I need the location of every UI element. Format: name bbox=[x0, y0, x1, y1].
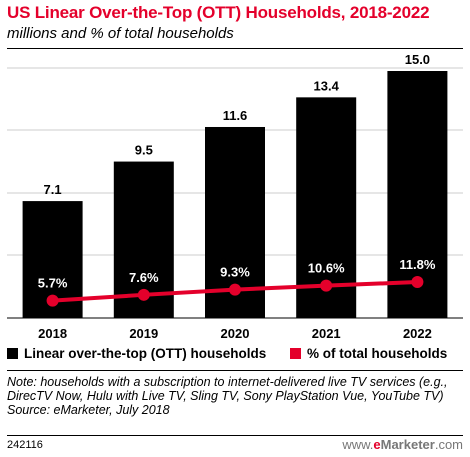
top-divider bbox=[7, 48, 463, 49]
x-tick-label: 2018 bbox=[38, 326, 67, 341]
legend-item-bars: Linear over-the-top (OTT) households bbox=[7, 346, 266, 361]
bar-value-label: 15.0 bbox=[405, 52, 430, 67]
legend-swatch-black bbox=[7, 348, 18, 359]
logo-brand: Marketer bbox=[380, 437, 435, 452]
x-tick-label: 2019 bbox=[129, 326, 158, 341]
line-point bbox=[46, 294, 59, 307]
line-point bbox=[411, 276, 424, 288]
line-point bbox=[229, 283, 241, 296]
bar-value-label: 7.1 bbox=[44, 182, 62, 197]
note-text: Note: households with a subscription to … bbox=[7, 375, 448, 403]
bar-value-label: 13.4 bbox=[314, 78, 340, 93]
x-tick-label: 2021 bbox=[312, 326, 341, 341]
chart-subtitle: millions and % of total households bbox=[7, 25, 234, 42]
line-value-label: 10.6% bbox=[308, 261, 345, 276]
line-value-label: 5.7% bbox=[38, 276, 68, 291]
source-text: Source: eMarketer, July 2018 bbox=[7, 403, 170, 417]
line-value-label: 9.3% bbox=[220, 265, 250, 280]
bottom-divider bbox=[7, 435, 463, 436]
legend-divider bbox=[7, 370, 463, 371]
legend-label-bars: Linear over-the-top (OTT) households bbox=[24, 346, 267, 361]
legend-label-line: % of total households bbox=[307, 346, 448, 361]
bar-value-label: 11.6 bbox=[223, 108, 248, 123]
x-tick-label: 2022 bbox=[403, 326, 432, 341]
chart-title: US Linear Over-the-Top (OTT) Households,… bbox=[7, 3, 430, 22]
chart-code: 242116 bbox=[7, 439, 43, 451]
legend-item-line: % of total households bbox=[290, 346, 447, 361]
chart-legend: Linear over-the-top (OTT) households % o… bbox=[7, 346, 463, 364]
line-point bbox=[320, 279, 333, 292]
legend-swatch-red bbox=[290, 348, 301, 359]
line-value-label: 11.8% bbox=[399, 257, 436, 272]
logo-suffix: .com bbox=[434, 437, 463, 452]
emarketer-logo: www.eMarketer.com bbox=[342, 437, 463, 452]
line-value-label: 7.6% bbox=[129, 270, 159, 285]
chart-plot: 7.1 9.5 11.6 13.4 15.0 2018 2019 2020 2021 2022 5.… bbox=[7, 52, 463, 341]
line-point bbox=[137, 288, 150, 301]
logo-prefix: www. bbox=[342, 437, 374, 452]
logo-e: e bbox=[373, 437, 381, 452]
chart-note: Note: households with a subscription to … bbox=[7, 375, 463, 417]
x-tick-label: 2020 bbox=[221, 326, 250, 341]
bar-value-label: 9.5 bbox=[135, 143, 153, 158]
